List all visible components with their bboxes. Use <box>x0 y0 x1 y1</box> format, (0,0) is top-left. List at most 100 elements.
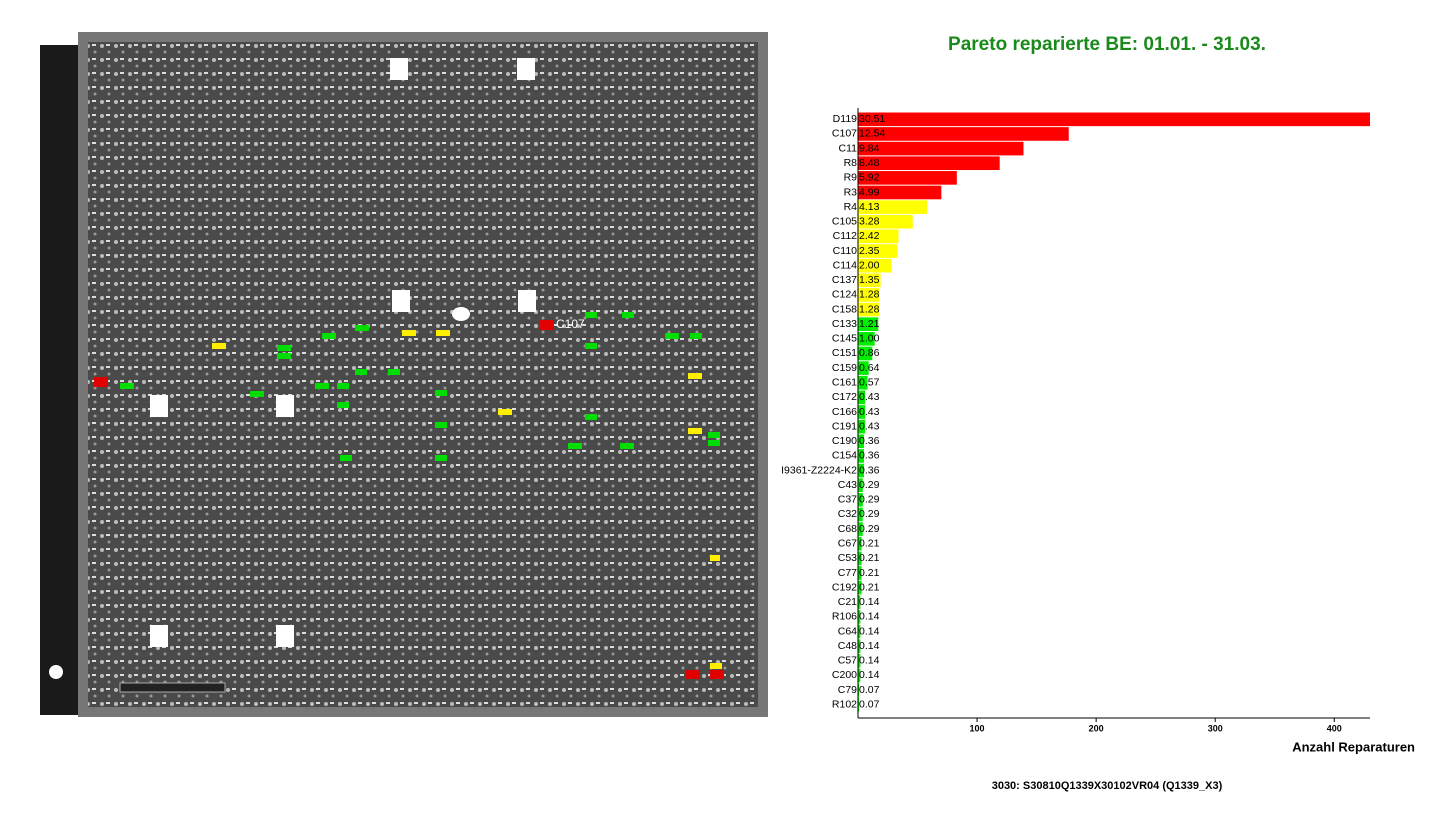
bar <box>858 463 864 478</box>
y-tick-label: C32 <box>838 508 857 520</box>
y-tick-label: C145 <box>832 333 857 345</box>
bar <box>858 332 875 346</box>
y-tick-label: C124 <box>832 289 857 301</box>
bar <box>858 507 863 522</box>
y-tick-label: C37 <box>838 494 857 506</box>
y-tick-label: I9361-Z2224-K2 <box>781 464 857 476</box>
bar <box>858 302 880 317</box>
y-tick-label: C172 <box>832 391 857 403</box>
data-label: 5.92 <box>859 172 880 184</box>
bar <box>858 171 957 185</box>
data-label: 1.28 <box>859 289 880 301</box>
data-label: 0.36 <box>859 450 880 462</box>
bar <box>858 595 861 610</box>
bar <box>858 551 862 566</box>
data-label: 3.28 <box>859 216 880 228</box>
y-tick-label: C159 <box>832 362 857 374</box>
bar <box>858 214 913 229</box>
data-label: 0.21 <box>859 552 880 564</box>
data-label: 8.48 <box>859 157 880 169</box>
y-tick-label: C161 <box>832 377 857 389</box>
y-tick-label: R3 <box>844 186 858 198</box>
bar <box>858 112 1370 127</box>
data-label: 0.14 <box>859 596 880 608</box>
data-label: 0.14 <box>859 611 880 623</box>
data-label: 1.35 <box>859 274 880 286</box>
bar <box>858 244 898 258</box>
data-label: 1.21 <box>859 318 880 330</box>
x-tick-label: 400 <box>1327 723 1342 733</box>
data-label: 0.21 <box>859 537 880 549</box>
bar <box>858 127 1069 141</box>
y-tick-label: C151 <box>832 347 857 359</box>
y-tick-label: R102 <box>832 698 857 710</box>
data-label: 2.35 <box>859 245 880 257</box>
data-label: 0.57 <box>859 377 880 389</box>
y-tick-label: C11 <box>839 142 858 154</box>
data-label: 0.14 <box>859 669 880 681</box>
y-tick-label: C192 <box>832 581 857 593</box>
y-tick-label: C154 <box>832 450 857 462</box>
data-label: 0.29 <box>859 479 880 491</box>
data-label: 0.29 <box>859 494 880 506</box>
data-label: 0.29 <box>859 523 880 535</box>
y-tick-label: C64 <box>838 625 857 637</box>
bar <box>858 478 863 492</box>
bar <box>858 317 879 332</box>
data-label: 0.21 <box>859 567 880 579</box>
y-tick-label: R8 <box>844 157 858 169</box>
bar <box>858 639 861 653</box>
data-label: 0.07 <box>859 698 880 710</box>
y-tick-label: C190 <box>832 435 857 447</box>
data-label: 4.99 <box>859 186 880 198</box>
data-label: 0.86 <box>859 347 880 359</box>
y-tick-label: C57 <box>838 655 857 667</box>
data-label: 0.14 <box>859 640 880 652</box>
data-label: 0.43 <box>859 406 880 418</box>
y-tick-label: C133 <box>832 318 857 330</box>
y-tick-label: C114 <box>833 259 857 271</box>
bar <box>858 156 1000 171</box>
bar <box>858 405 866 419</box>
data-label: 0.43 <box>859 420 880 432</box>
data-label: 0.36 <box>859 464 880 476</box>
chart-title: Pareto reparierte BE: 01.01. - 31.03. <box>948 34 1266 55</box>
data-label: 12.54 <box>859 128 885 140</box>
bar <box>858 434 864 449</box>
data-label: 1.00 <box>859 333 880 345</box>
bar <box>858 185 942 200</box>
y-tick-label: C21 <box>838 596 857 608</box>
y-tick-label: C107 <box>832 128 857 140</box>
y-tick-label: C48 <box>838 640 857 652</box>
data-label: 0.43 <box>859 391 880 403</box>
y-tick-label: C166 <box>832 406 857 418</box>
data-label: 0.07 <box>859 684 880 696</box>
y-tick-label: C200 <box>832 669 857 681</box>
y-tick-label: C158 <box>832 303 857 315</box>
x-axis-label: Anzahl Reparaturen <box>1292 739 1415 754</box>
bar <box>858 288 880 302</box>
x-tick-label: 300 <box>1208 723 1223 733</box>
bar <box>858 624 861 639</box>
bar <box>858 375 868 390</box>
pcb-image: C107 <box>40 25 795 720</box>
y-tick-label: C79 <box>838 684 857 696</box>
y-tick-label: C112 <box>833 230 857 242</box>
y-tick-label: C53 <box>838 552 857 564</box>
y-tick-label: R106 <box>832 611 857 623</box>
bar <box>858 653 861 668</box>
data-label: 0.36 <box>859 435 880 447</box>
bar <box>858 668 861 683</box>
bar <box>858 610 861 624</box>
bar <box>858 536 862 551</box>
bar <box>858 200 928 214</box>
bar <box>858 361 869 375</box>
x-tick-label: 100 <box>970 723 985 733</box>
bar <box>858 346 873 361</box>
y-tick-label: C110 <box>833 245 857 257</box>
bar <box>858 492 863 507</box>
bar <box>858 390 866 405</box>
bar <box>858 697 860 712</box>
y-tick-label: C67 <box>838 537 857 549</box>
